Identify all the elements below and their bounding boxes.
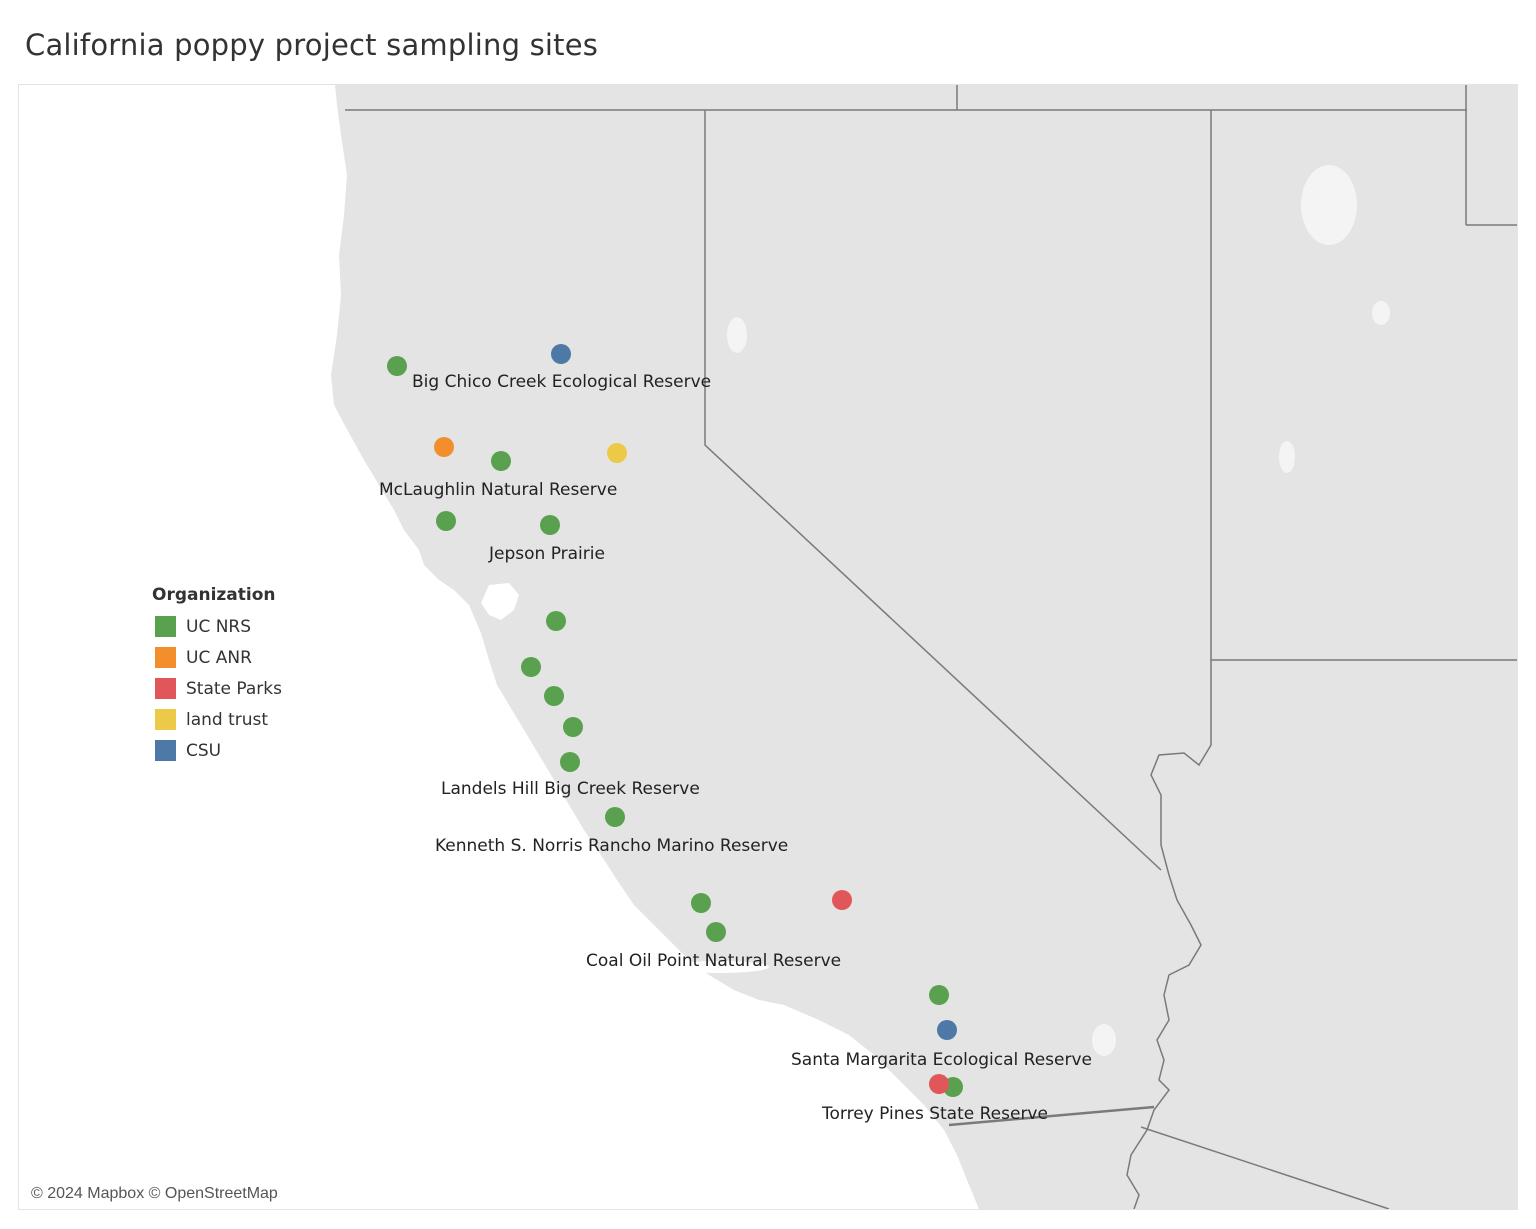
map-attribution: © 2024 Mapbox © OpenStreetMap — [31, 1185, 278, 1202]
lake-mead — [1279, 441, 1295, 473]
page-title: California poppy project sampling sites — [25, 28, 599, 62]
legend-swatch — [155, 740, 176, 761]
site-label: Coal Oil Point Natural Reserve — [586, 951, 841, 971]
lake-tahoe — [727, 317, 747, 353]
site-marker[interactable] — [546, 611, 566, 631]
great-salt-lake — [1301, 165, 1357, 245]
site-marker[interactable] — [937, 1020, 957, 1040]
legend-item-uc-nrs[interactable]: UC NRS — [152, 611, 282, 642]
channel-islands — [669, 961, 769, 973]
map-view[interactable]: Big Chico Creek Ecological Reserve McLau… — [18, 84, 1518, 1210]
legend-swatch — [155, 678, 176, 699]
site-marker[interactable] — [929, 985, 949, 1005]
utah-lake — [1372, 301, 1390, 325]
legend-item-uc-anr[interactable]: UC ANR — [152, 642, 282, 673]
site-marker[interactable] — [605, 807, 625, 827]
site-marker[interactable] — [706, 922, 726, 942]
site-marker[interactable] — [607, 443, 627, 463]
legend-swatch — [155, 647, 176, 668]
site-marker[interactable] — [540, 515, 560, 535]
legend-title: Organization — [152, 585, 276, 605]
legend: Organization UC NRS UC ANR State Parks l… — [152, 585, 282, 766]
land-area — [331, 85, 1517, 1209]
legend-swatch — [155, 616, 176, 637]
site-marker[interactable] — [436, 511, 456, 531]
legend-label: State Parks — [186, 678, 282, 699]
state-borders — [345, 85, 1517, 1209]
site-marker[interactable] — [434, 437, 454, 457]
site-label: McLaughlin Natural Reserve — [379, 480, 617, 500]
legend-item-state-parks[interactable]: State Parks — [152, 673, 282, 704]
site-marker[interactable] — [832, 890, 852, 910]
site-marker[interactable] — [551, 344, 571, 364]
site-marker[interactable] — [387, 356, 407, 376]
site-marker[interactable] — [929, 1074, 949, 1094]
legend-swatch — [155, 709, 176, 730]
site-label: Torrey Pines State Reserve — [821, 1104, 1048, 1124]
site-marker[interactable] — [544, 686, 564, 706]
legend-label: UC NRS — [186, 616, 252, 637]
salton-sea — [1092, 1024, 1116, 1056]
site-marker[interactable] — [560, 752, 580, 772]
site-label: Landels Hill Big Creek Reserve — [441, 779, 700, 799]
site-marker[interactable] — [491, 451, 511, 471]
map-canvas[interactable]: Big Chico Creek Ecological Reserve McLau… — [19, 85, 1517, 1209]
site-marker[interactable] — [691, 893, 711, 913]
site-label: Jepson Prairie — [488, 544, 605, 564]
site-label: Big Chico Creek Ecological Reserve — [412, 372, 711, 392]
bay-water — [481, 583, 519, 620]
legend-item-csu[interactable]: CSU — [152, 735, 282, 766]
site-markers[interactable] — [387, 344, 963, 1097]
legend-label: UC ANR — [186, 647, 252, 668]
legend-item-land-trust[interactable]: land trust — [152, 704, 282, 735]
site-marker[interactable] — [563, 717, 583, 737]
legend-label: land trust — [186, 709, 269, 730]
site-labels: Big Chico Creek Ecological Reserve McLau… — [379, 372, 1092, 1124]
site-label: Kenneth S. Norris Rancho Marino Reserve — [435, 836, 788, 856]
site-label: Santa Margarita Ecological Reserve — [791, 1050, 1092, 1070]
legend-label: CSU — [186, 740, 222, 761]
site-marker[interactable] — [521, 657, 541, 677]
